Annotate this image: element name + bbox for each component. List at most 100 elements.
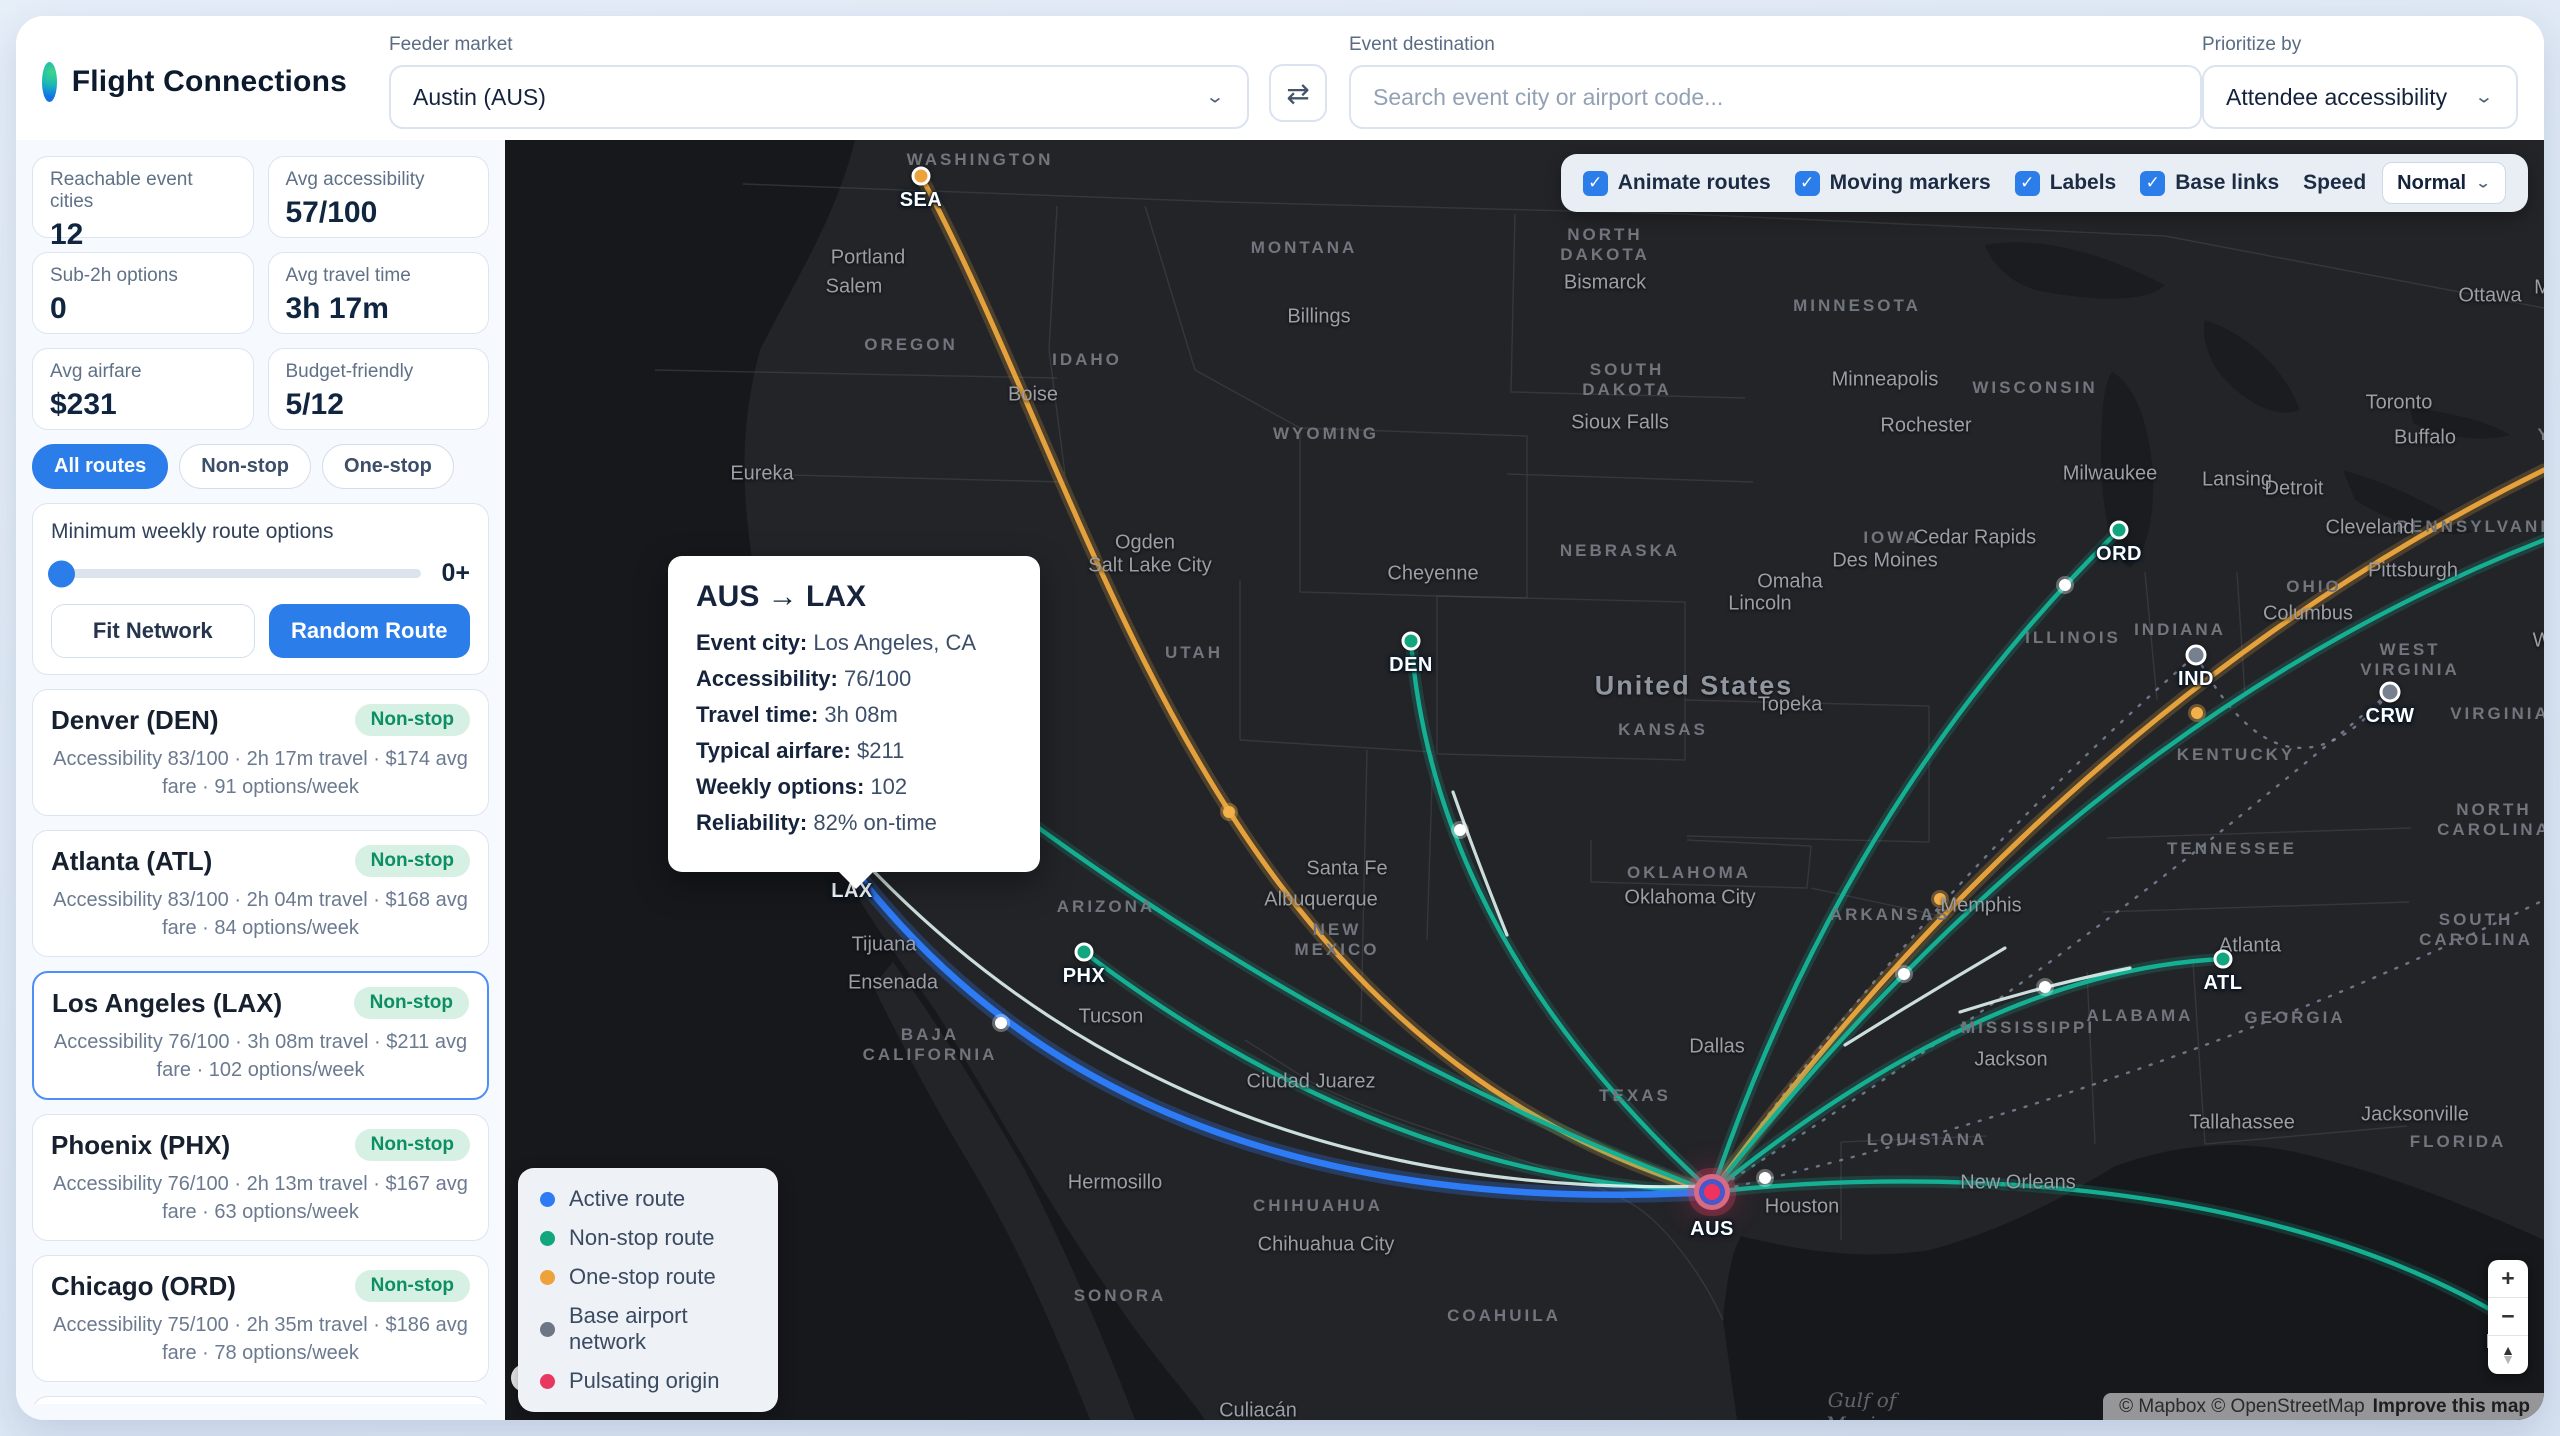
speed-select[interactable]: Normal ⌄: [2382, 162, 2506, 204]
legend-label: Active route: [569, 1186, 686, 1211]
route-AUS-PHX: [1081, 949, 1715, 1195]
zoom-out-button[interactable]: −: [2488, 1298, 2528, 1336]
stat-value: 3h 17m: [285, 292, 389, 325]
airport-code-label: SEA: [899, 189, 943, 211]
route-card[interactable]: Phoenix (PHX) Non-stop Accessibility 76/…: [32, 1114, 489, 1241]
event-destination-input[interactable]: [1349, 65, 2202, 129]
route-meta: Accessibility 83/100 · 2h 04m travel · $…: [53, 889, 468, 939]
airport-code-label: DEN: [1389, 654, 1433, 676]
tooltip-rows: Event city: Los Angeles, CA Accessibility…: [696, 630, 1012, 836]
legend-label: Pulsating origin: [569, 1368, 720, 1393]
base-airport-icon[interactable]: [2379, 681, 2401, 703]
tooltip-row-value: 82% on-time: [813, 810, 937, 835]
brand: Flight Connections: [42, 62, 347, 102]
nonstop-badge: Non-stop: [354, 845, 470, 877]
map-nav-controls: + − ▲ ▼: [2488, 1260, 2528, 1374]
map-toggle[interactable]: ✓ Animate routes: [1582, 170, 1771, 196]
legend-item: Active route: [540, 1186, 756, 1212]
route-card-head: Denver (DEN) Non-stop: [51, 704, 470, 736]
weekly-options-slider[interactable]: [48, 560, 422, 587]
slider-row: 0+: [48, 559, 470, 588]
route-card-head: Los Angeles (LAX) Non-stop: [52, 987, 469, 1019]
tooltip-row-label: Weekly options:: [696, 774, 865, 799]
improve-map-link[interactable]: Improve this map: [2372, 1395, 2530, 1417]
nonstop-airport-icon[interactable]: [2213, 949, 2233, 969]
tooltip-row-label: Event city:: [696, 630, 808, 655]
route-card-head: Atlanta (ATL) Non-stop: [51, 845, 470, 877]
onestop-airport-icon[interactable]: [911, 166, 931, 186]
stat-value: 12: [50, 218, 84, 251]
stat-value: $231: [50, 388, 117, 421]
stat-label: Sub-2h options: [50, 265, 178, 286]
zoom-in-button[interactable]: +: [2488, 1260, 2528, 1298]
sidebar: Reachable event cities 12 Avg accessibil…: [16, 140, 505, 1420]
app-logo-icon: [42, 62, 57, 102]
speed-value: Normal: [2397, 171, 2467, 194]
checkbox-checked-icon[interactable]: ✓: [2014, 170, 2040, 196]
tooltip-row-value: 102: [870, 774, 908, 799]
slider-actions: Fit Network Random Route: [51, 604, 470, 658]
airport-code-label: ATL: [2203, 972, 2243, 994]
legend-label: Non-stop route: [569, 1225, 715, 1250]
nonstop-airport-icon[interactable]: [2109, 520, 2129, 540]
tooltip-row-value: 3h 08m: [824, 702, 898, 727]
route-city-title: Los Angeles (LAX): [52, 987, 283, 1018]
map[interactable]: WASHINGTON OREGON IDAHO MONTANA NORTH DAKOTA…: [505, 140, 2544, 1420]
route-card[interactable]: Las Vegas (LAS) Non-stop Accessibility 6…: [32, 1396, 489, 1404]
filter-pill[interactable]: Non-stop: [179, 444, 312, 489]
origin-airport-icon[interactable]: [1704, 1184, 1720, 1200]
route-card[interactable]: Chicago (ORD) Non-stop Accessibility 75/…: [32, 1255, 489, 1382]
toggle-label: Animate routes: [1617, 171, 1771, 194]
tooltip-row: Typical airfare: $211: [696, 738, 1012, 764]
checkbox-checked-icon[interactable]: ✓: [1582, 170, 1608, 196]
stat-card: Budget-friendly 5/12: [267, 348, 489, 430]
filter-pill[interactable]: One-stop: [322, 444, 454, 489]
route-AUS-ATL: [1709, 956, 2226, 1195]
map-toggle[interactable]: ✓ Moving markers: [1794, 170, 1991, 196]
stat-card: Reachable event cities 12: [32, 156, 254, 251]
map-controls-panel: ✓ Animate routes ✓ Moving markers ✓ Labe…: [1560, 154, 2528, 212]
stat-label: Budget-friendly: [285, 361, 414, 382]
checkbox-checked-icon[interactable]: ✓: [1794, 170, 1820, 196]
base-airport-icon[interactable]: [2185, 644, 2207, 666]
nonstop-airport-icon[interactable]: [1401, 631, 1421, 651]
stat-value: 57/100: [285, 196, 378, 229]
route-city-title: Denver (DEN): [51, 704, 219, 735]
stat-card: Sub-2h options 0: [32, 252, 254, 334]
tooltip-row: Travel time: 3h 08m: [696, 702, 1012, 728]
legend-item: Pulsating origin: [540, 1368, 756, 1394]
tooltip-row-label: Typical airfare:: [696, 738, 851, 763]
route-AUS-LAS: [932, 747, 1715, 1195]
nonstop-airport-icon[interactable]: [1074, 942, 1094, 962]
route-AUS-northeast: [1709, 467, 2544, 1195]
filter-pill-label: One-stop: [344, 455, 432, 477]
route-card[interactable]: Los Angeles (LAX) Non-stop Accessibility…: [32, 971, 489, 1100]
random-route-button[interactable]: Random Route: [268, 604, 470, 658]
attribution-copyright: © Mapbox © OpenStreetMap: [2119, 1395, 2365, 1417]
legend-dot-icon: [540, 1191, 555, 1207]
tooltip-row-value: 76/100: [843, 666, 912, 691]
slider-label: Minimum weekly route options: [51, 520, 334, 543]
filter-pill[interactable]: All routes: [32, 444, 169, 489]
route-city-title: Phoenix (PHX): [51, 1129, 231, 1160]
slider-thumb[interactable]: [48, 560, 75, 587]
airport-code-label: IND: [2178, 668, 2214, 690]
map-canvas[interactable]: [505, 140, 2544, 1420]
legend-label: Base airport network: [569, 1303, 688, 1354]
map-toggle[interactable]: ✓ Labels: [2014, 170, 2116, 196]
fit-network-button[interactable]: Fit Network: [51, 604, 255, 658]
nonstop-badge: Non-stop: [354, 1270, 470, 1302]
feeder-market-select[interactable]: Austin (AUS) ⌄: [389, 65, 1249, 129]
prioritize-select[interactable]: Attendee accessibility ⌄: [2202, 65, 2518, 129]
swap-button[interactable]: ⇄: [1269, 64, 1327, 122]
checkbox-checked-icon[interactable]: ✓: [2140, 170, 2166, 196]
tooltip-row: Accessibility: 76/100: [696, 666, 1012, 692]
nonstop-badge: Non-stop: [354, 704, 470, 736]
route-card[interactable]: Denver (DEN) Non-stop Accessibility 83/1…: [32, 689, 489, 816]
nonstop-badge: Non-stop: [353, 987, 469, 1019]
route-card[interactable]: Atlanta (ATL) Non-stop Accessibility 83/…: [32, 830, 489, 957]
legend-label: One-stop route: [569, 1264, 716, 1289]
pitch-toggle-button[interactable]: ▲ ▼: [2488, 1336, 2528, 1374]
tooltip-row-value: $211: [857, 738, 905, 763]
map-toggle[interactable]: ✓ Base links: [2140, 170, 2279, 196]
